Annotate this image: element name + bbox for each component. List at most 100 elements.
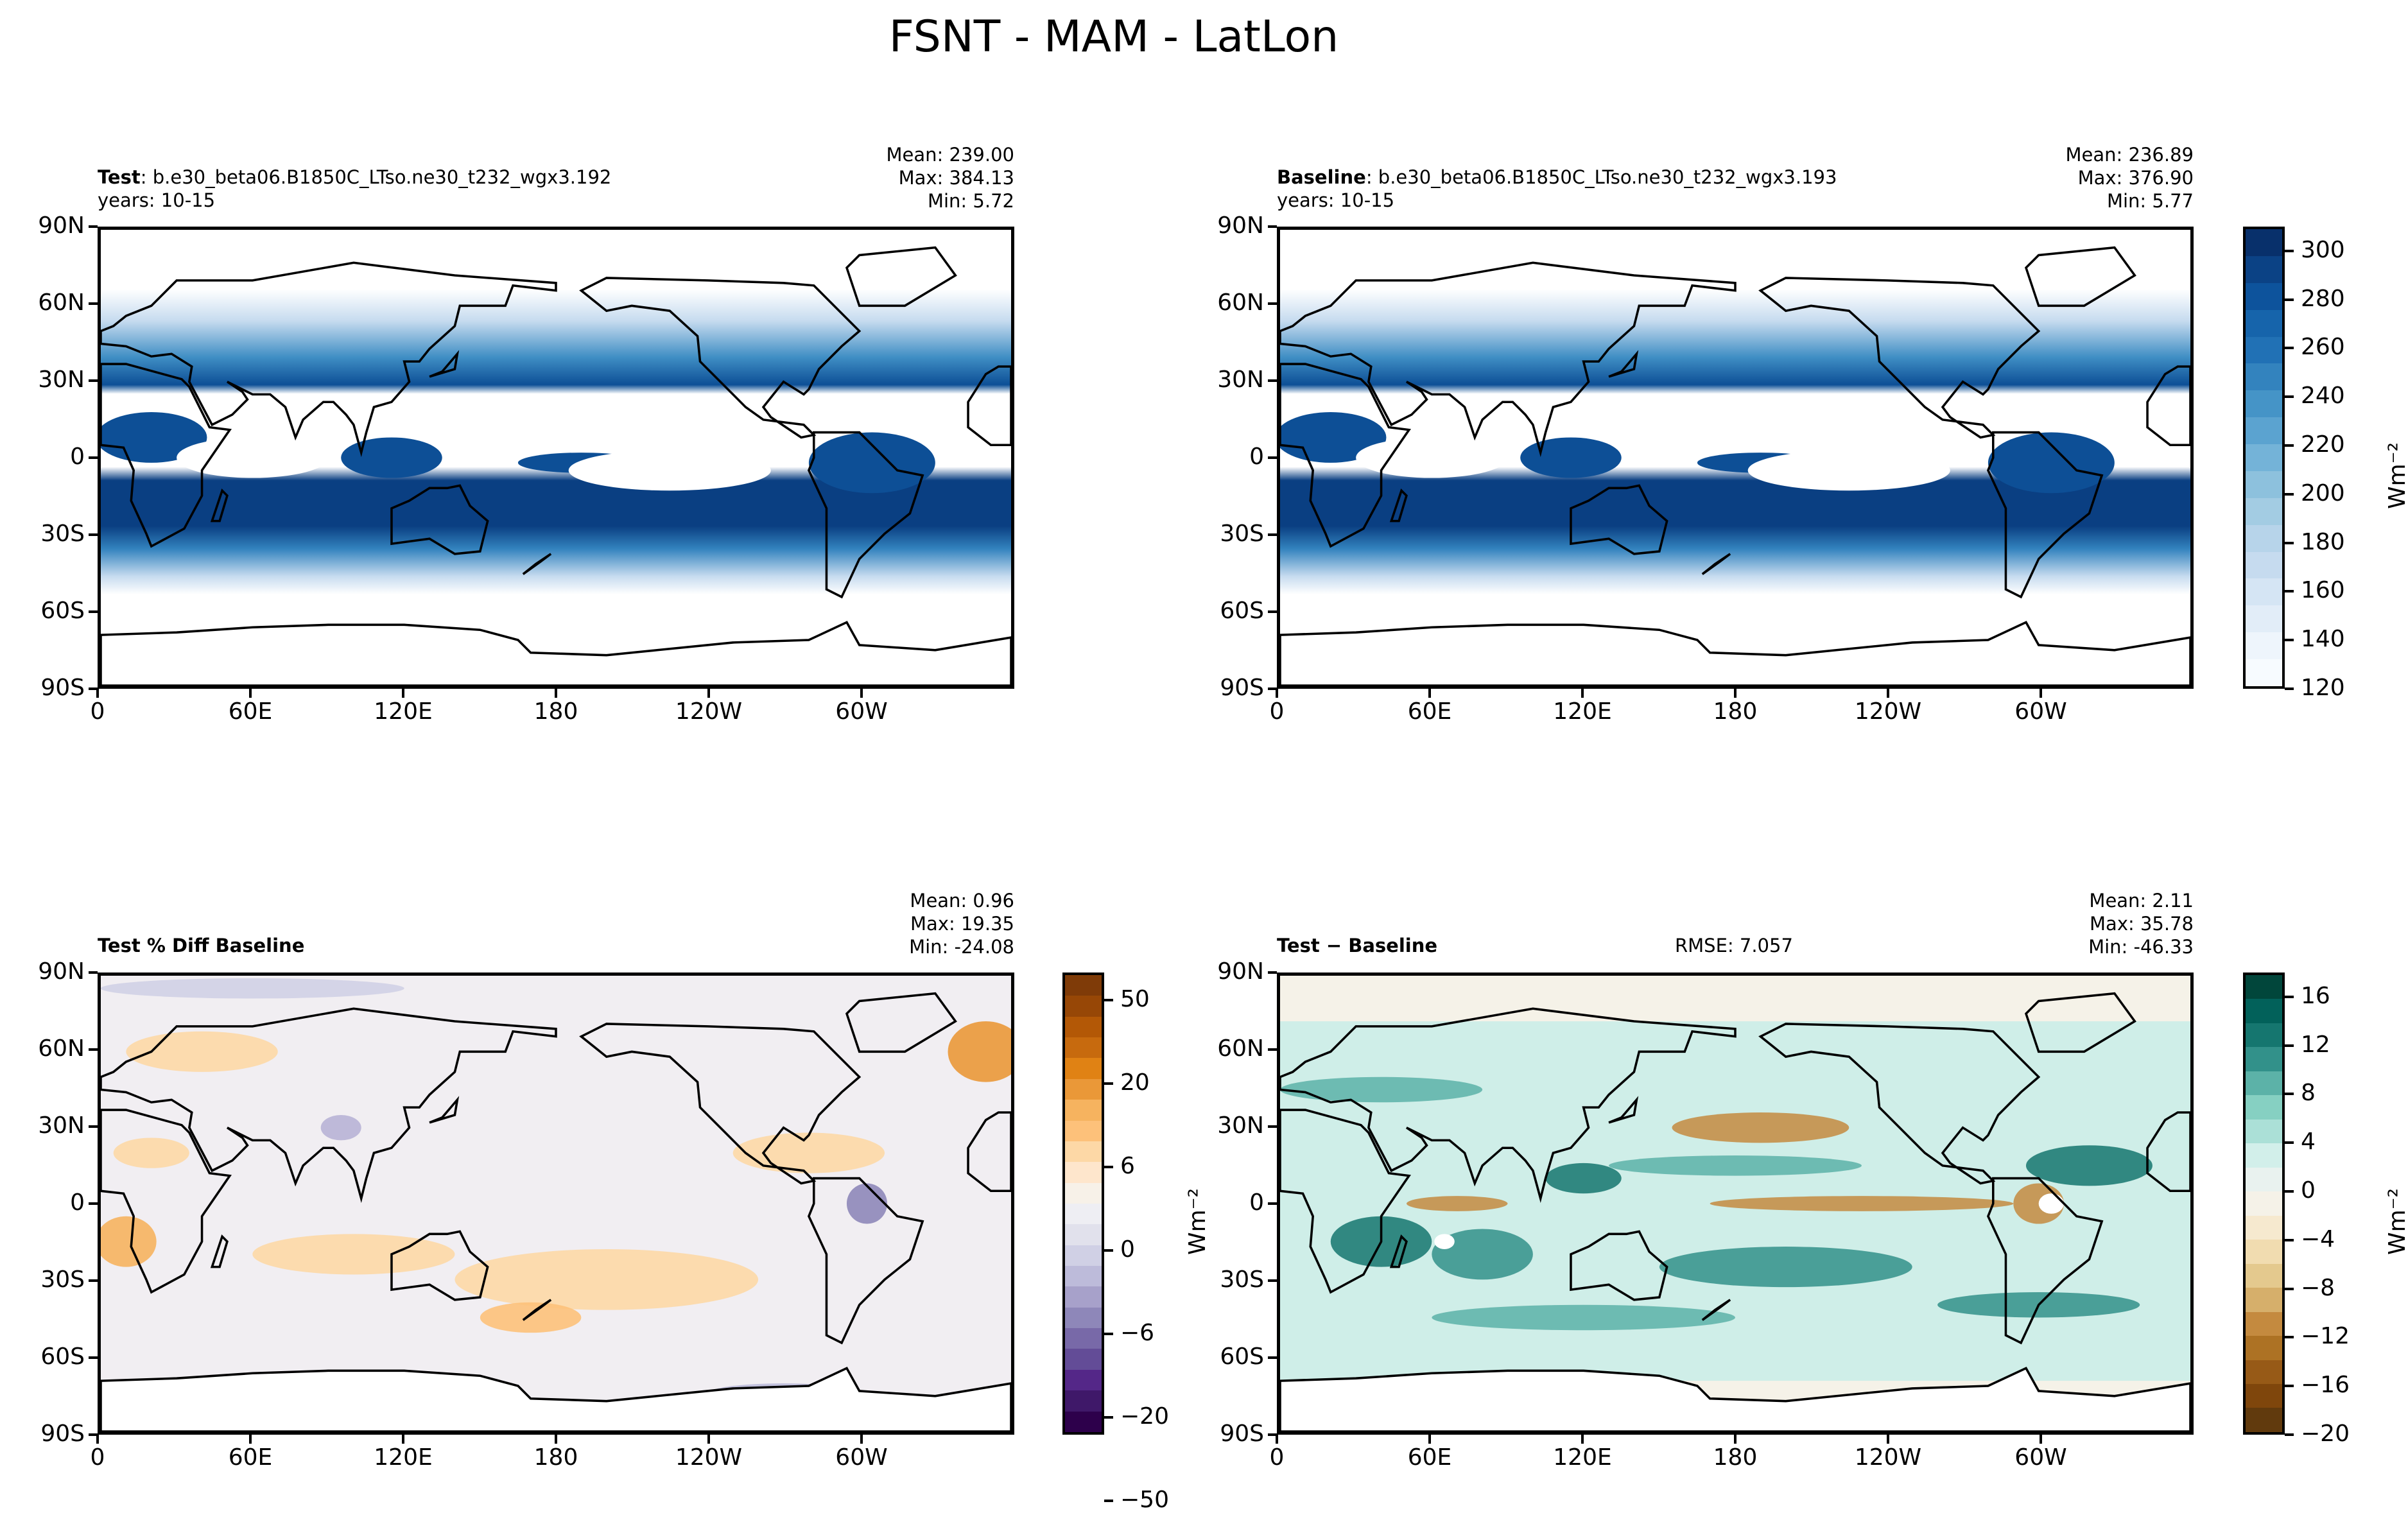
lon-tick-mark (249, 1435, 252, 1444)
stat-line: Min: -24.08 (909, 936, 1014, 958)
colorbar-tick-label: 16 (2301, 982, 2330, 1009)
map-canvas (1280, 230, 2190, 686)
lon-tick-label: 180 (1713, 698, 1758, 725)
coastline-australia (390, 484, 489, 555)
coastline-nz (1701, 1299, 1731, 1321)
panel-header-baseline: Baseline: b.e30_beta06.B1850C_LTso.ne30_… (1277, 166, 1837, 212)
lon-tick-mark (402, 689, 404, 698)
panel-stats: Mean: 0.96 Max: 19.35 Min: -24.08 (909, 889, 1014, 958)
lon-tick-mark (707, 689, 710, 698)
colorbar-level (2246, 1288, 2282, 1312)
colorbar-tick (2285, 347, 2294, 350)
lat-tick-mark (89, 225, 98, 228)
lat-tick-mark (89, 456, 98, 459)
lat-tick-mark (1268, 1279, 1277, 1282)
colorbar-units: Wm⁻² (2384, 1188, 2408, 1255)
colorbar-level (1065, 975, 1102, 996)
field-blob (808, 432, 935, 494)
colorbar-level (1065, 1369, 1102, 1391)
stat-line: Max: 35.78 (2090, 913, 2194, 935)
panel-label-bold: Test % Diff Baseline (98, 935, 305, 956)
colorbar-tick (2285, 1336, 2294, 1339)
lat-tick-label: 30N (1217, 1112, 1264, 1139)
colorbar-units: Wm⁻² (1184, 1188, 1211, 1255)
lon-tick-label: 120E (374, 698, 433, 725)
field-blob (948, 1021, 1011, 1082)
colorbar-tick-label: 50 (1120, 986, 1150, 1012)
lon-tick-mark (860, 1435, 863, 1444)
coastline-madagascar (210, 1234, 229, 1268)
colorbar-level (1065, 1162, 1102, 1183)
colorbar-tick (2285, 444, 2294, 447)
colorbar-tick (2285, 1287, 2294, 1290)
lat-tick-mark (89, 1356, 98, 1359)
stat-line: Mean: 236.89 (2065, 144, 2194, 166)
map-canvas (101, 976, 1011, 1431)
lon-tick-label: 60W (2014, 698, 2067, 725)
coastline-australia (1570, 484, 1668, 555)
coastline-eurasia (1280, 261, 1737, 458)
lat-tick-mark (1268, 1356, 1277, 1359)
lat-tick-label: 90S (40, 1421, 85, 1447)
field-blob (113, 1137, 189, 1168)
field-blob (1988, 432, 2115, 494)
lat-tick-mark (1268, 379, 1277, 382)
coastline-japan (429, 350, 460, 378)
colorbar-tick (1104, 1082, 1113, 1085)
lon-tick-label: 120W (1854, 1444, 1922, 1471)
stat-line: Max: 384.13 (898, 167, 1014, 189)
colorbar-level (1065, 1349, 1102, 1370)
colorbar-level (2246, 1119, 2282, 1144)
lat-tick-label: 30S (1220, 521, 1264, 547)
lon-tick-mark (2040, 1435, 2042, 1444)
lon-tick-mark (1276, 1435, 1278, 1444)
colorbar-level (2246, 336, 2282, 364)
coastline-antarctica (1280, 1367, 2190, 1431)
lat-tick-mark (1268, 1048, 1277, 1051)
colorbar-level (2246, 363, 2282, 391)
field-blob (101, 978, 404, 999)
colorbar-tick (2285, 1385, 2294, 1388)
colorbar-level (2246, 444, 2282, 471)
panel-header-pctdiff: Test % Diff Baseline (98, 934, 304, 957)
lat-tick-mark (1268, 302, 1277, 305)
lon-tick-mark (96, 689, 99, 698)
lat-tick-label: 90N (1217, 212, 1264, 239)
lon-tick-mark (1734, 689, 1737, 698)
colorbar-units: Wm⁻² (2384, 442, 2408, 509)
coastline-japan (1608, 1096, 1639, 1124)
panel-header-diff: Test − Baseline (1277, 934, 1437, 957)
colorbar-tick-label: −20 (2301, 1421, 2350, 1447)
colorbar-level (2246, 605, 2282, 633)
colorbar-level (1065, 1078, 1102, 1100)
coastline-eurasia (1280, 1007, 1737, 1204)
colorbar-level (2246, 1191, 2282, 1216)
lat-tick-mark (89, 1048, 98, 1051)
coastline-africaW (967, 1111, 1011, 1193)
colorbar-tick-label: 140 (2301, 626, 2345, 653)
colorbar-tick-label: 280 (2301, 285, 2345, 312)
colorbar-tick (1104, 1333, 1113, 1335)
lat-tick-label: 60N (1217, 290, 1264, 316)
colorbar-level (1065, 1058, 1102, 1079)
colorbar-level (2246, 417, 2282, 444)
panel-stats: Mean: 2.11 Max: 35.78 Min: -46.33 (2088, 889, 2194, 958)
colorbar-level (1065, 1266, 1102, 1287)
colorbar-level (2246, 1215, 2282, 1240)
coastline-antarctica (101, 1367, 1011, 1431)
coastline-japan (1608, 350, 1639, 378)
colorbar-tick (2285, 298, 2294, 301)
colorbar-tick (2285, 1238, 2294, 1241)
lat-tick-label: 30S (40, 1267, 85, 1293)
coastline-nz (522, 553, 552, 575)
colorbar-tick-label: 120 (2301, 675, 2345, 701)
lat-tick-label: 90S (40, 675, 85, 701)
colorbar-level (1065, 1120, 1102, 1141)
lat-tick-label: 30N (1217, 367, 1264, 393)
colorbar-level (1065, 1203, 1102, 1225)
colorbar-level (2246, 229, 2282, 256)
panel-label-case: : b.e30_beta06.B1850C_LTso.ne30_t232_wgx… (1365, 166, 1837, 188)
colorbar-tick (2285, 1093, 2294, 1096)
colorbar-tick (2285, 1433, 2294, 1436)
lat-tick-label: 90N (38, 212, 85, 239)
